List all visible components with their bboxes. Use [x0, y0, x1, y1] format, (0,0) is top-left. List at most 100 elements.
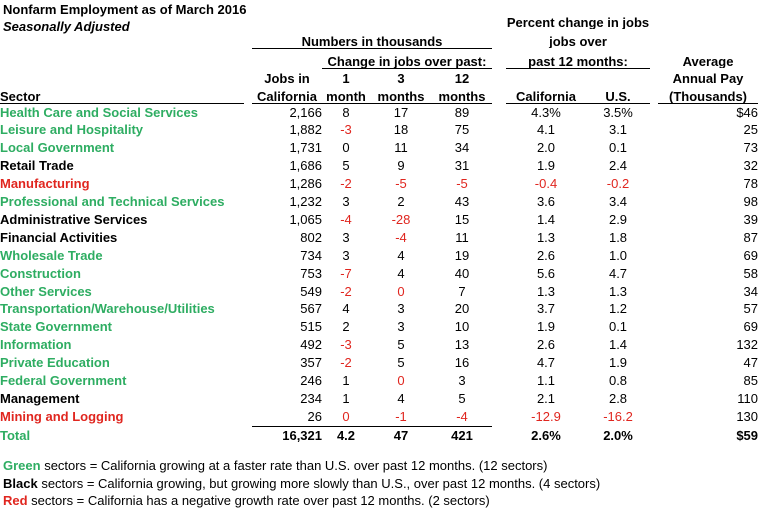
cell-m12: 20	[454, 301, 470, 317]
green-key-line: Green sectors = California growing at a …	[3, 457, 600, 475]
cell-m1: 3	[342, 247, 350, 263]
pay-header-line3: (Thousands)	[658, 85, 759, 104]
column-gap	[650, 372, 658, 390]
cell-us: 0.1	[608, 140, 628, 156]
column-gap	[244, 85, 252, 103]
cell-ca: 3.6	[536, 194, 556, 210]
column-gap	[492, 354, 506, 372]
header-row-5: Sector California month months months Ca…	[0, 85, 759, 104]
cell-m12: 89	[454, 104, 470, 120]
sector-name: Federal Government	[0, 373, 127, 389]
column-gap	[492, 265, 506, 283]
sector-name: Health Care and Social Services	[0, 104, 198, 120]
table-row: Professional and Technical Services 1,232…	[0, 193, 758, 211]
column-gap	[244, 157, 252, 175]
cell-m3: -5	[395, 176, 407, 192]
column-gap	[650, 48, 658, 68]
column-gap	[492, 390, 506, 408]
column-gap	[650, 85, 658, 103]
cell-jobs: 1,882	[289, 122, 322, 138]
cell-pay: 58	[743, 265, 759, 281]
total-1-month: 4.2	[336, 427, 356, 443]
column-gap	[492, 85, 506, 103]
jobs-header-line1: Jobs in	[264, 71, 310, 85]
column-gap	[244, 175, 252, 193]
cell-m1: -2	[340, 355, 352, 371]
month12-header-line1: 12	[454, 71, 470, 85]
column-gap	[244, 265, 252, 283]
cell-pay: 87	[743, 229, 759, 245]
header-spacer	[658, 11, 758, 29]
cell-us: -16.2	[603, 409, 633, 425]
color-key: Green sectors = California growing at a …	[3, 457, 600, 510]
employment-table: Percent change in jobs Numbers in thousa…	[0, 11, 759, 445]
cell-us: 3.4	[608, 194, 628, 210]
cell-jobs: 549	[300, 283, 322, 299]
column-gap	[650, 247, 658, 265]
jobs-header-line2: California	[252, 85, 322, 104]
cell-m3: 5	[397, 337, 405, 353]
cell-pay: 73	[743, 140, 759, 156]
pay-header-line1: Average	[682, 54, 734, 68]
table-row: Management 234 1 4 5 2.1 2.8 110	[0, 390, 758, 408]
month3-header-line1: 3	[397, 71, 405, 85]
black-key-line: Black sectors = California growing, but …	[3, 475, 600, 493]
table-row: Leisure and Hospitality 1,882 -3 18 75 4.1 3.1…	[0, 121, 758, 139]
total-label: Total	[0, 427, 31, 443]
header-spacer	[658, 29, 758, 48]
cell-m12: 10	[454, 319, 470, 335]
cell-jobs: 1,232	[289, 194, 322, 210]
column-gap	[492, 229, 506, 247]
cell-jobs: 1,686	[289, 158, 322, 174]
total-3-months: 47	[393, 427, 409, 443]
header-row-2: Numbers in thousands jobs over	[0, 29, 758, 49]
table-body: Health Care and Social Services 2,166 8 17 8…	[0, 103, 758, 445]
cell-m12: 40	[454, 265, 470, 281]
column-gap	[244, 211, 252, 229]
column-gap	[492, 318, 506, 336]
cell-jobs: 753	[300, 265, 322, 281]
cell-jobs: 2,166	[289, 104, 322, 120]
column-gap	[244, 139, 252, 157]
column-gap	[492, 29, 506, 48]
column-gap	[650, 283, 658, 301]
month1-header-line2: month	[322, 85, 370, 104]
header-spacer	[252, 11, 492, 29]
total-average-pay: $59	[736, 427, 759, 443]
cell-us: -0.2	[606, 176, 630, 192]
cell-us: 2.4	[608, 158, 628, 174]
cell-us: 3.1	[608, 122, 628, 138]
sector-name: Transportation/Warehouse/Utilities	[0, 301, 215, 317]
red-key-text: sectors = California has a negative grow…	[27, 493, 490, 509]
column-gap	[244, 390, 252, 408]
cell-pay: 34	[743, 283, 759, 299]
cell-m3: 3	[397, 319, 405, 335]
cell-jobs: 802	[300, 229, 322, 245]
cell-pay: 132	[736, 337, 759, 353]
column-gap	[650, 229, 658, 247]
cell-m1: -2	[340, 283, 352, 299]
pay-header-line2: Annual Pay	[672, 71, 744, 85]
total-california-pct: 2.6%	[531, 427, 561, 443]
column-gap	[650, 265, 658, 283]
cell-jobs: 515	[300, 319, 322, 335]
column-gap	[492, 193, 506, 211]
header-spacer	[244, 11, 252, 29]
column-gap	[492, 372, 506, 390]
cell-m12: 13	[454, 337, 470, 353]
sector-name: Construction	[0, 265, 81, 281]
sector-name: Other Services	[0, 283, 92, 299]
cell-m3: 18	[393, 122, 409, 138]
cell-m1: 3	[342, 194, 350, 210]
column-gap	[650, 336, 658, 354]
header-spacer	[244, 68, 252, 85]
green-key-lead: Green	[3, 458, 41, 473]
cell-us: 2.9	[608, 211, 628, 227]
cell-us: 1.8	[608, 229, 628, 245]
cell-jobs: 734	[300, 247, 322, 263]
column-gap	[244, 121, 252, 139]
change-group-label: Change in jobs over past:	[322, 48, 492, 69]
cell-ca: 5.6	[536, 265, 556, 281]
column-gap	[492, 211, 506, 229]
column-gap	[492, 157, 506, 175]
